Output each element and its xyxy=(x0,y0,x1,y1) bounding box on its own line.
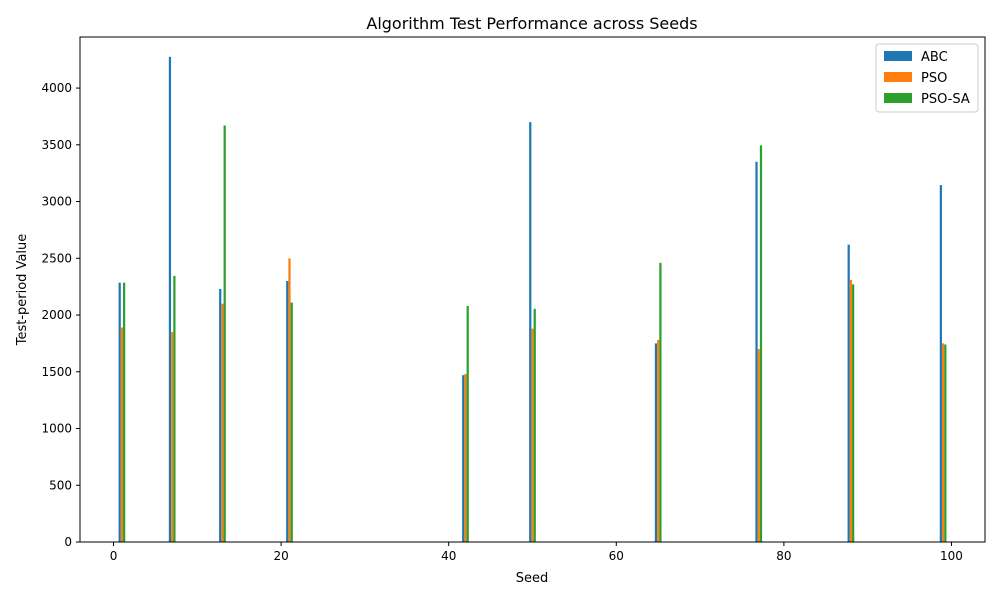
legend-label-pso-sa: PSO-SA xyxy=(921,92,970,107)
bar-abc-seed-1 xyxy=(118,282,121,542)
legend-label-abc: ABC xyxy=(921,50,948,65)
bar-pso-sa-seed-1 xyxy=(123,282,126,542)
bar-abc-seed-99 xyxy=(939,185,942,542)
y-tick-label: 3000 xyxy=(41,195,72,209)
bar-pso-seed-99 xyxy=(941,343,945,542)
x-tick-label: 40 xyxy=(441,549,456,563)
legend-swatch-pso-sa xyxy=(884,93,912,103)
bar-pso-seed-65 xyxy=(657,340,660,542)
y-tick-label: 0 xyxy=(64,535,72,549)
bar-pso-seed-7 xyxy=(171,332,174,542)
y-tick-label: 500 xyxy=(49,478,72,492)
bar-pso-sa-seed-7 xyxy=(173,275,176,542)
x-tick-label: 80 xyxy=(776,549,791,563)
bar-abc-seed-77 xyxy=(755,161,758,542)
bar-abc-seed-7 xyxy=(168,56,172,543)
y-tick-label: 4000 xyxy=(41,81,72,95)
x-axis-label: Seed xyxy=(516,571,549,586)
bar-pso-seed-21 xyxy=(288,258,291,542)
y-tick-label: 2000 xyxy=(41,308,72,322)
bar-pso-sa-seed-50 xyxy=(533,308,536,542)
bar-abc-seed-13 xyxy=(219,288,222,542)
plot-frame xyxy=(79,36,986,543)
x-tick-label: 20 xyxy=(273,549,288,563)
bar-pso-sa-seed-88 xyxy=(852,284,855,542)
bar-pso-sa-seed-21 xyxy=(290,302,293,542)
bar-abc-seed-50 xyxy=(529,122,532,543)
bar-pso-sa-seed-77 xyxy=(759,145,763,542)
bar-pso-seed-88 xyxy=(849,279,853,542)
x-tick-label: 60 xyxy=(609,549,624,563)
y-axis: 0 500 1000 1500 2000 2500 3000 3500 4000 xyxy=(41,81,80,549)
bar-pso-sa-seed-42 xyxy=(466,305,469,542)
bar-abc-seed-21 xyxy=(286,280,289,542)
bar-pso-sa-seed-99 xyxy=(944,344,947,542)
bar-abc-seed-42 xyxy=(462,375,465,542)
bar-pso-seed-13 xyxy=(221,303,224,542)
y-tick-label: 1500 xyxy=(41,365,72,379)
y-tick-label: 3500 xyxy=(41,138,72,152)
bar-pso-seed-77 xyxy=(757,349,760,542)
bar-pso-seed-42 xyxy=(464,374,467,542)
bar-abc-seed-65 xyxy=(654,343,658,542)
y-tick-label: 1000 xyxy=(41,422,72,436)
x-tick-label: 100 xyxy=(940,549,963,563)
legend-swatch-pso xyxy=(884,72,912,82)
x-axis: 0 20 40 60 80 100 xyxy=(110,542,963,563)
bar-pso-seed-50 xyxy=(531,328,534,542)
bars-group xyxy=(118,56,947,543)
legend-label-pso: PSO xyxy=(921,71,947,86)
chart-title: Algorithm Test Performance across Seeds xyxy=(366,14,697,33)
y-tick-label: 2500 xyxy=(41,251,72,265)
legend: ABC PSO PSO-SA xyxy=(875,43,979,113)
x-tick-label: 0 xyxy=(110,549,118,563)
bar-pso-seed-1 xyxy=(120,327,124,542)
legend-swatch-abc xyxy=(884,51,912,61)
y-axis-label: Test-period Value xyxy=(15,234,30,347)
bar-abc-seed-88 xyxy=(847,244,850,543)
bar-pso-sa-seed-65 xyxy=(659,262,662,542)
bar-pso-sa-seed-13 xyxy=(223,125,226,543)
